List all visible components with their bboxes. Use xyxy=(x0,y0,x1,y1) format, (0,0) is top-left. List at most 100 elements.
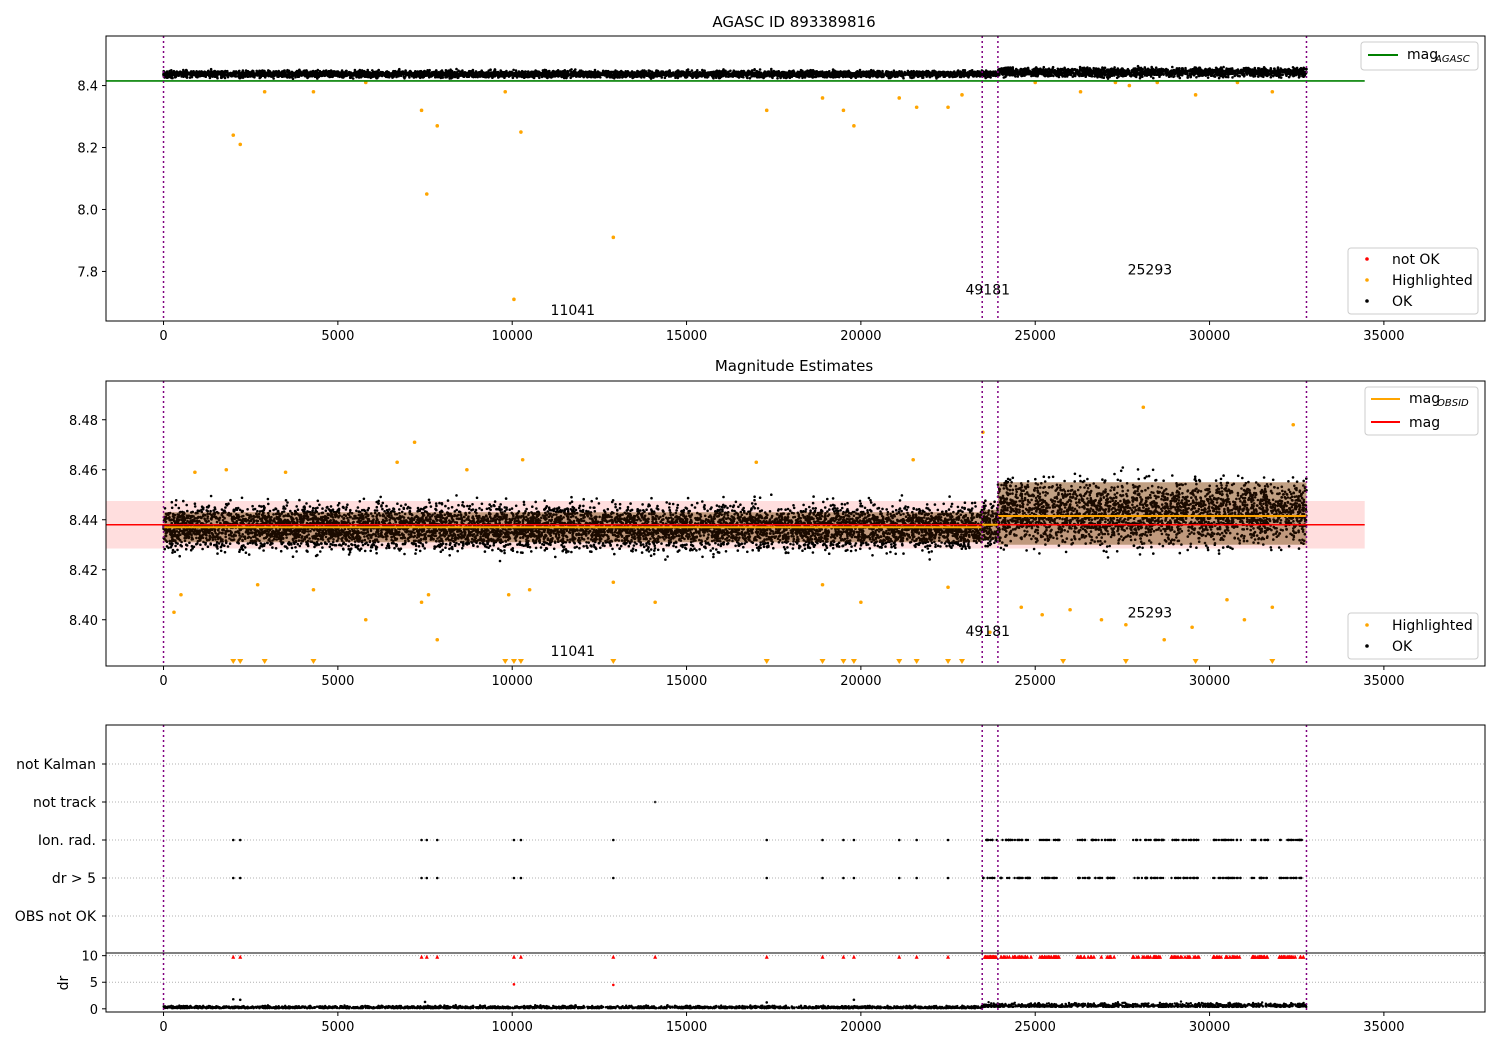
ok-point xyxy=(696,69,699,72)
ok-point xyxy=(279,72,283,76)
ok-point xyxy=(440,70,443,74)
ok-point xyxy=(569,76,572,80)
ok-point xyxy=(307,73,311,77)
ok-point xyxy=(725,73,728,76)
ok-point xyxy=(559,70,562,73)
ok-point xyxy=(788,72,791,75)
ok-point xyxy=(512,68,515,72)
ok-point xyxy=(766,70,769,74)
ok-point xyxy=(259,72,262,75)
ok-point xyxy=(829,73,833,76)
ok-point xyxy=(361,73,365,76)
ok-point xyxy=(733,70,736,73)
ok-point xyxy=(756,75,759,79)
ok-point xyxy=(527,74,530,77)
ok-point xyxy=(481,72,485,76)
ok-point xyxy=(663,76,667,80)
ok-point xyxy=(860,70,864,74)
ok-point xyxy=(819,70,823,74)
ok-point xyxy=(523,71,526,74)
ok-point xyxy=(182,75,185,78)
ok-point xyxy=(172,73,175,76)
ok-point xyxy=(605,71,608,74)
ok-point xyxy=(453,74,456,78)
ok-point xyxy=(743,71,747,75)
ok-point xyxy=(696,72,700,75)
ok-point xyxy=(638,74,641,77)
ok-point xyxy=(408,76,411,79)
ok-point xyxy=(960,71,963,75)
ok-point xyxy=(297,69,301,72)
ok-point xyxy=(976,70,980,74)
ok-point xyxy=(966,71,969,74)
ok-point xyxy=(415,74,419,77)
ok-point xyxy=(515,74,519,77)
ok-point xyxy=(934,75,938,78)
ok-point xyxy=(837,75,841,79)
ok-point xyxy=(585,74,589,78)
ok-point xyxy=(491,71,494,74)
ok-point xyxy=(209,71,213,74)
ok-point xyxy=(331,74,335,78)
ok-point xyxy=(478,70,482,74)
ok-point xyxy=(401,70,405,73)
ok-point xyxy=(499,69,503,72)
ok-point xyxy=(445,70,449,74)
ok-point xyxy=(425,70,429,74)
ok-point xyxy=(534,70,537,73)
ok-point xyxy=(805,73,809,76)
ok-point xyxy=(724,75,728,78)
ok-point xyxy=(572,72,576,76)
ok-point xyxy=(375,70,378,73)
ok-point xyxy=(375,73,379,77)
ok-point xyxy=(780,72,783,76)
ok-point xyxy=(323,74,327,78)
ok-point xyxy=(214,72,217,75)
ok-point xyxy=(792,69,795,72)
ok-point xyxy=(834,72,837,75)
ok-point xyxy=(690,69,694,72)
ok-point xyxy=(296,72,299,75)
ok-point xyxy=(831,68,835,71)
ok-point xyxy=(247,73,250,76)
ok-point xyxy=(794,74,797,77)
ok-point xyxy=(799,71,802,74)
ok-point xyxy=(734,72,738,75)
ok-point xyxy=(251,71,255,75)
ok-point xyxy=(979,72,982,75)
ok-point xyxy=(906,70,910,74)
ok-point xyxy=(238,74,242,77)
ok-point xyxy=(191,70,194,73)
ok-point xyxy=(263,76,267,79)
ok-point xyxy=(806,69,809,72)
ok-point xyxy=(308,71,312,75)
ok-point xyxy=(775,73,779,77)
ok-point xyxy=(271,73,275,76)
ok-point xyxy=(598,72,601,75)
ok-point xyxy=(498,74,502,77)
ok-point xyxy=(827,70,831,73)
ok-point xyxy=(392,70,396,73)
x-tick-label: 5000 xyxy=(321,329,354,344)
ok-point xyxy=(707,75,710,78)
ok-point xyxy=(216,76,219,80)
ok-point xyxy=(428,68,431,72)
ok-point xyxy=(274,73,277,76)
ok-point xyxy=(537,74,541,77)
ok-point xyxy=(813,72,817,76)
ok-point xyxy=(190,75,194,79)
ok-point xyxy=(453,71,457,74)
ok-point xyxy=(703,69,706,72)
ok-point xyxy=(300,74,303,77)
ok-point xyxy=(862,74,866,77)
ok-point xyxy=(511,72,514,75)
ok-point xyxy=(717,70,720,73)
ok-point xyxy=(652,73,655,76)
ok-point xyxy=(555,72,559,75)
ok-point xyxy=(892,72,895,76)
ok-point xyxy=(305,73,309,77)
ok-point xyxy=(249,73,252,77)
ok-point xyxy=(501,75,504,78)
ok-point xyxy=(919,73,922,76)
ok-point xyxy=(277,69,281,73)
